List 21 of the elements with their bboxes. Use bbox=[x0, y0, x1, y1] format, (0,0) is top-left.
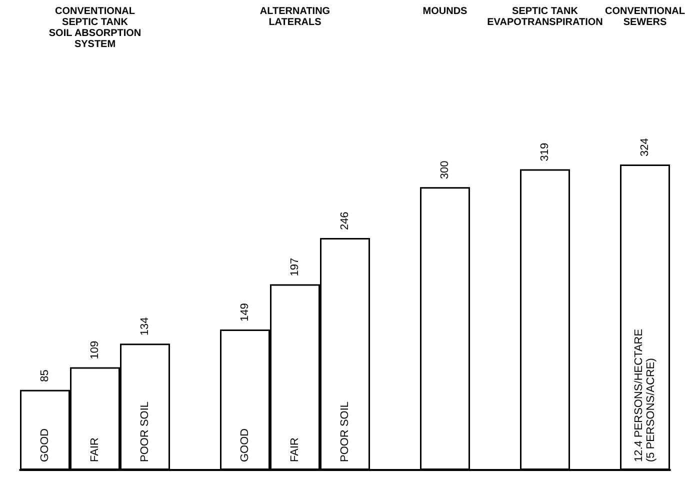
x-tick-label: 12.4 PERSONS/HECTARE (5 PERSONS/ACRE) bbox=[633, 328, 657, 462]
data-label: 319 bbox=[539, 142, 551, 162]
data-label: 85 bbox=[39, 370, 51, 382]
x-tick-label: FAIR bbox=[89, 437, 101, 462]
x-tick-label: GOOD bbox=[239, 428, 251, 462]
text: ALTERNATING LATERALS bbox=[260, 6, 330, 28]
data-label: 246 bbox=[339, 212, 351, 230]
text: CONVENTIONAL SEPTIC TANK SOIL ABSORPTION SYSTEM bbox=[48, 6, 142, 50]
data-label: 109 bbox=[89, 340, 101, 360]
text: CONVENTIONAL SEWERS bbox=[605, 6, 685, 28]
x-tick-label: POOR SOIL bbox=[139, 401, 151, 462]
text: MOUNDS bbox=[422, 6, 468, 17]
data-label: 134 bbox=[139, 317, 151, 336]
data-label: 197 bbox=[289, 258, 301, 276]
x-tick-label: GOOD bbox=[39, 428, 51, 462]
data-label: 324 bbox=[639, 138, 651, 157]
text: SEPTIC TANK EVAPOTRANSPIRATION bbox=[487, 6, 603, 28]
x-tick-label: FAIR bbox=[289, 437, 301, 462]
data-label: 300 bbox=[439, 160, 451, 180]
x-tick-label: POOR SOIL bbox=[339, 401, 351, 462]
data-label: 149 bbox=[239, 303, 251, 322]
